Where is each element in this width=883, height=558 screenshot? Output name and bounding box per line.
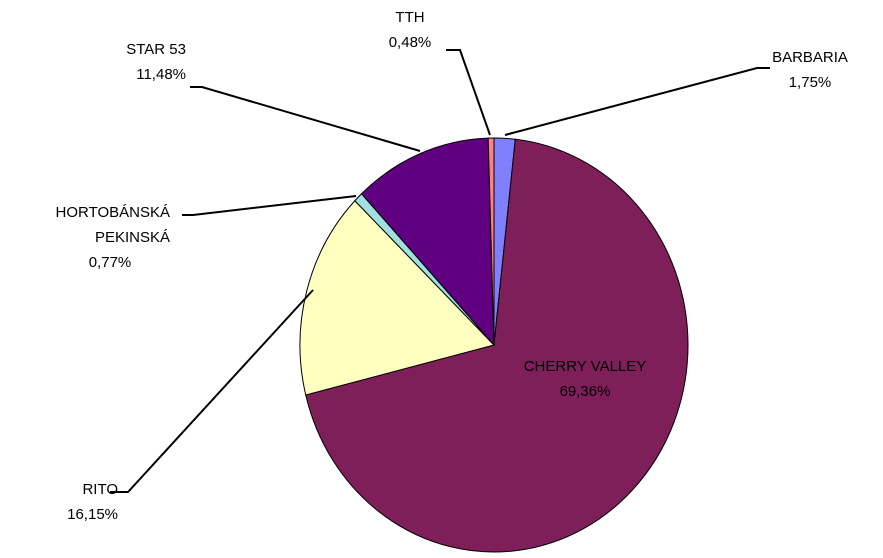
leader-line xyxy=(446,49,491,136)
leader-line xyxy=(182,195,357,216)
slice-value: 0,77% xyxy=(88,254,132,271)
slice-name: HORTOBÁNSKÁ PEKINSKÁ xyxy=(55,204,170,246)
leader-line xyxy=(504,67,770,136)
slice-label: TTH 0,48% xyxy=(360,5,460,55)
slice-name: STAR 53 xyxy=(126,41,186,58)
slice-value: 16,15% xyxy=(67,506,118,523)
slice-value: 69,36% xyxy=(559,383,611,400)
slice-label: RITO 16,15% xyxy=(10,477,118,527)
slice-label: STAR 53 11,48% xyxy=(60,37,186,87)
slice-label: HORTOBÁNSKÁ PEKINSKÁ 0,77% xyxy=(0,200,170,275)
pie-slice xyxy=(487,137,495,346)
pie-slice xyxy=(360,137,495,347)
slice-name: CHERRY VALLEY xyxy=(523,358,647,375)
slice-name: RITO xyxy=(82,481,118,498)
slice-value: 11,48% xyxy=(136,66,186,83)
slice-value: 0,48% xyxy=(388,34,432,51)
pie-slice xyxy=(305,138,689,553)
slice-name: TTH xyxy=(395,9,425,26)
slice-value: 1,75% xyxy=(788,74,832,91)
slice-label: BARBARIA 1,75% xyxy=(760,45,860,95)
leader-line xyxy=(190,86,421,152)
leader-line xyxy=(110,289,314,493)
slice-name: BARBARIA xyxy=(772,49,848,66)
slice-label: CHERRY VALLEY 69,36% xyxy=(480,354,690,404)
pie-slice xyxy=(299,200,495,396)
